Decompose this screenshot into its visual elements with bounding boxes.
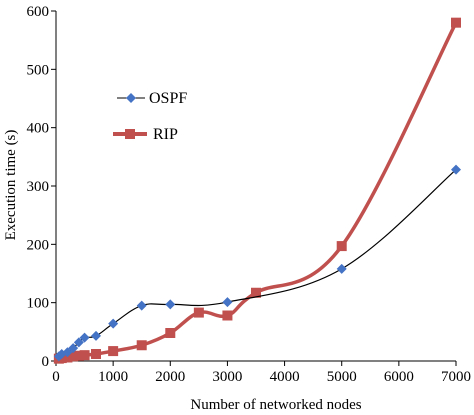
data-point-ospf: [91, 330, 101, 341]
data-point-rip: [79, 350, 90, 361]
y-tick-label: 300: [27, 179, 50, 195]
data-point-rip: [336, 241, 347, 252]
data-point-ospf: [79, 332, 90, 343]
series-rip: [53, 17, 461, 364]
data-point-ospf: [165, 299, 176, 310]
data-point-ospf: [451, 164, 461, 175]
series-ospf-line: [58, 169, 457, 357]
data-point-ospf: [73, 337, 84, 348]
data-point-rip: [108, 346, 119, 357]
data-point-rip: [222, 310, 233, 321]
x-tick-label: 3000: [212, 369, 242, 385]
legend: OSPF RIP: [113, 90, 187, 143]
x-tick-label: 4000: [270, 369, 300, 385]
data-point-rip: [68, 351, 79, 362]
data-point-rip: [165, 328, 176, 338]
data-point-ospf: [68, 343, 79, 354]
data-point-rip: [251, 287, 261, 298]
legend-item-ospf: OSPF: [117, 90, 187, 107]
data-point-ospf: [222, 297, 233, 308]
y-tick-label: 500: [27, 62, 50, 78]
data-point-ospf: [108, 318, 119, 329]
y-axis-ticks: 0 100 200 300 400 500 600: [27, 4, 56, 370]
legend-ospf-label: OSPF: [149, 90, 187, 107]
data-point-ospf: [136, 300, 147, 311]
data-point-rip: [193, 307, 204, 318]
legend-rip-marker: [125, 129, 135, 139]
data-point-rip: [136, 340, 147, 351]
y-axis-title: Execution time (s): [3, 130, 19, 241]
data-point-ospf: [336, 263, 347, 274]
x-tick-label: 1000: [98, 369, 128, 385]
data-point-rip: [91, 349, 101, 359]
x-axis-title: Number of networked nodes: [190, 397, 361, 413]
data-point-rip: [73, 350, 84, 361]
data-point-rip: [451, 17, 461, 28]
x-tick-label: 2000: [155, 369, 185, 385]
y-tick-label: 400: [27, 121, 50, 137]
legend-item-rip: RIP: [113, 126, 178, 143]
series-rip-line: [58, 21, 458, 361]
series-ospf: [53, 164, 461, 362]
x-tick-label: 5000: [327, 369, 357, 385]
x-tick-label: 7000: [441, 369, 471, 385]
series-layer: [53, 17, 461, 364]
x-axis-ticks: 0 1000 2000 3000 4000 5000 6000 7000: [52, 361, 471, 385]
x-tick-label: 6000: [384, 369, 414, 385]
legend-rip-label: RIP: [153, 126, 178, 143]
y-tick-label: 200: [27, 237, 50, 253]
data-point-rip: [62, 352, 73, 363]
x-tick-label: 0: [52, 369, 60, 385]
y-tick-label: 0: [42, 354, 50, 370]
y-tick-label: 100: [27, 296, 50, 312]
y-tick-label: 600: [27, 4, 50, 20]
legend-ospf-marker: [126, 93, 136, 103]
